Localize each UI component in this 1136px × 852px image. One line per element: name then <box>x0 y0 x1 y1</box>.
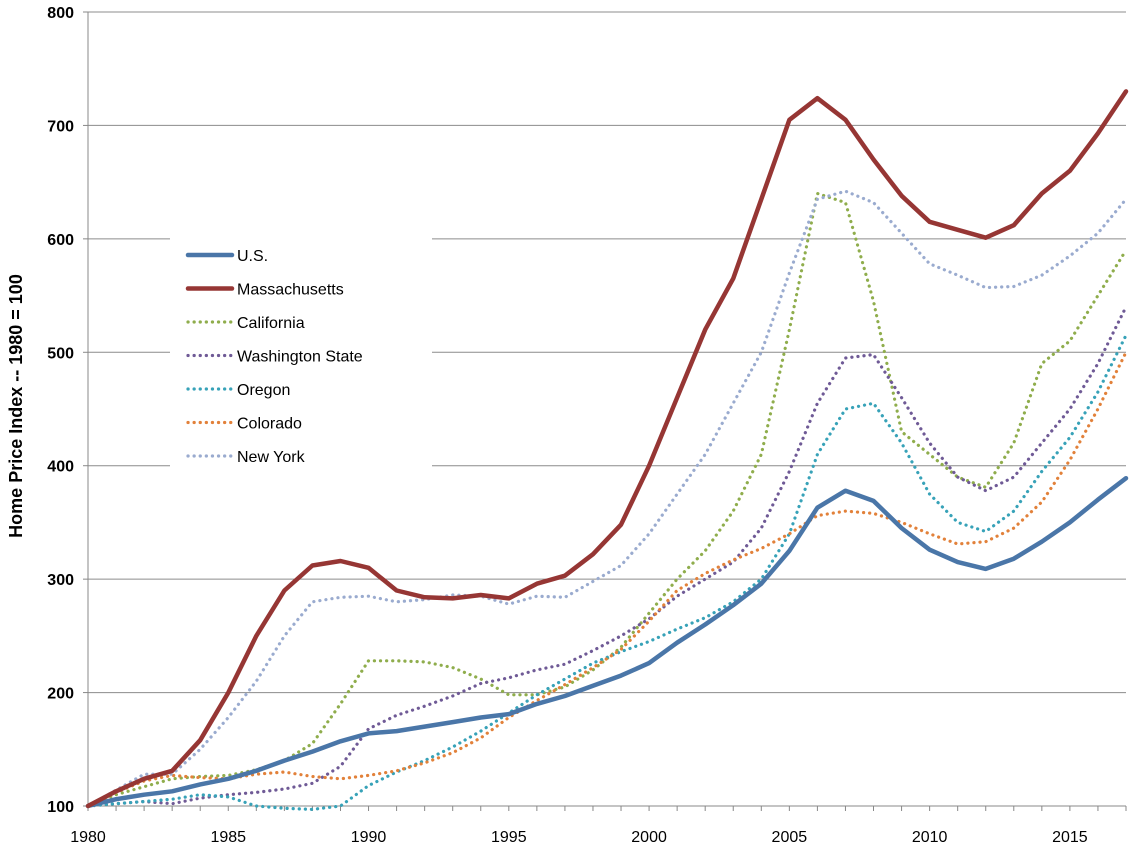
legend-label: New York <box>237 449 306 466</box>
series-lines <box>85 89 1129 811</box>
series-line-colorado <box>86 350 1128 808</box>
x-tick-label: 1990 <box>351 829 387 846</box>
axes <box>87 12 1126 807</box>
x-tick-label: 2015 <box>1052 829 1088 846</box>
y-tick-label: 700 <box>47 118 74 135</box>
x-tick-label: 2005 <box>772 829 808 846</box>
legend-label: Washington State <box>237 349 363 366</box>
y-tick-label: 100 <box>47 799 74 816</box>
series-line-oregon <box>86 333 1128 811</box>
x-tick-label: 1995 <box>491 829 527 846</box>
x-tick-label: 1985 <box>210 829 246 846</box>
y-axis-title: Home Price Index -- 1980 = 100 <box>6 274 26 538</box>
y-tick-label: 800 <box>47 5 74 22</box>
legend: U.S. Massachusetts California Washington St… <box>170 236 432 479</box>
series-line-u-s <box>85 475 1129 809</box>
y-tick-label: 200 <box>47 686 74 703</box>
x-tick-label: 2010 <box>912 829 948 846</box>
y-tick-label: 600 <box>47 232 74 249</box>
x-tick-label: 1980 <box>70 829 106 846</box>
series-line-new-york <box>86 189 1128 808</box>
x-tick-labels: 1980 1985 1990 1995 2000 2005 2010 2015 <box>70 806 1127 846</box>
y-tick-labels: 100 200 300 400 500 600 700 800 <box>47 5 88 816</box>
y-tick-label: 500 <box>47 345 74 362</box>
legend-label: U.S. <box>237 248 268 265</box>
legend-background <box>170 236 432 479</box>
x-tick-label: 2000 <box>631 829 667 846</box>
legend-label: Massachusetts <box>237 282 344 299</box>
series-line-massachusetts <box>85 89 1129 809</box>
y-tick-label: 300 <box>47 572 74 589</box>
legend-label: Oregon <box>237 382 290 399</box>
legend-label: California <box>237 315 305 332</box>
y-tick-label: 400 <box>47 459 74 476</box>
legend-label: Colorado <box>237 416 302 433</box>
series-line-washington-state <box>86 305 1128 808</box>
